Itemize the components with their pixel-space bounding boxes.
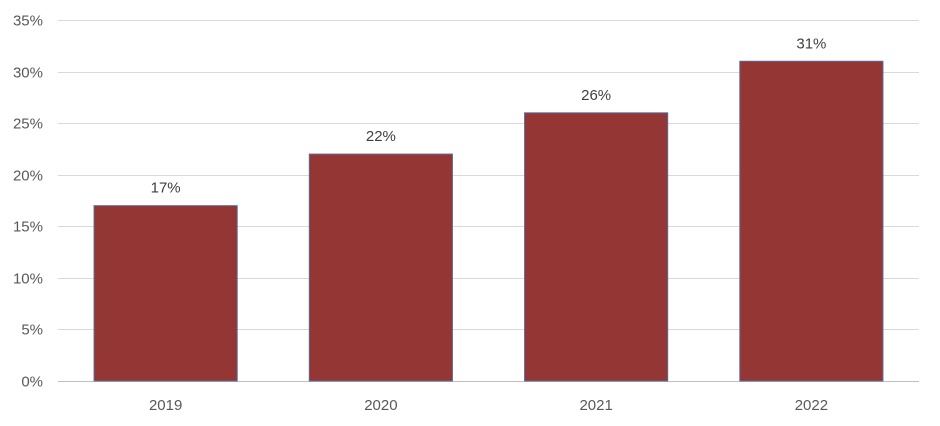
data-label-2021: 26% (581, 87, 611, 104)
y-tick-label: 30% (13, 65, 43, 82)
data-label-2019: 17% (151, 180, 181, 197)
bar-2020 (308, 153, 453, 382)
data-labels: 17% 22% 26% 31% (151, 35, 827, 196)
y-tick-label: 35% (13, 13, 43, 30)
y-tick-label: 5% (21, 322, 43, 339)
bar-2022 (739, 60, 884, 382)
bars (93, 60, 884, 382)
x-axis-tick-labels: 2019 2020 2021 2022 (149, 397, 828, 414)
data-label-2020: 22% (366, 128, 396, 145)
y-axis-tick-labels: 0% 5% 10% 15% 20% 25% 30% 35% (13, 13, 43, 391)
x-tick-label-2020: 2020 (364, 397, 397, 414)
y-tick-label: 25% (13, 116, 43, 133)
bar-2019 (93, 205, 238, 382)
y-tick-label: 0% (21, 374, 43, 391)
y-tick-label: 20% (13, 168, 43, 185)
data-label-2022: 31% (796, 35, 826, 52)
y-tick-label: 15% (13, 219, 43, 236)
x-tick-label-2022: 2022 (795, 397, 828, 414)
x-tick-label-2021: 2021 (579, 397, 612, 414)
bar-2021 (524, 112, 669, 382)
x-tick-label-2019: 2019 (149, 397, 182, 414)
y-tick-label: 10% (13, 271, 43, 288)
